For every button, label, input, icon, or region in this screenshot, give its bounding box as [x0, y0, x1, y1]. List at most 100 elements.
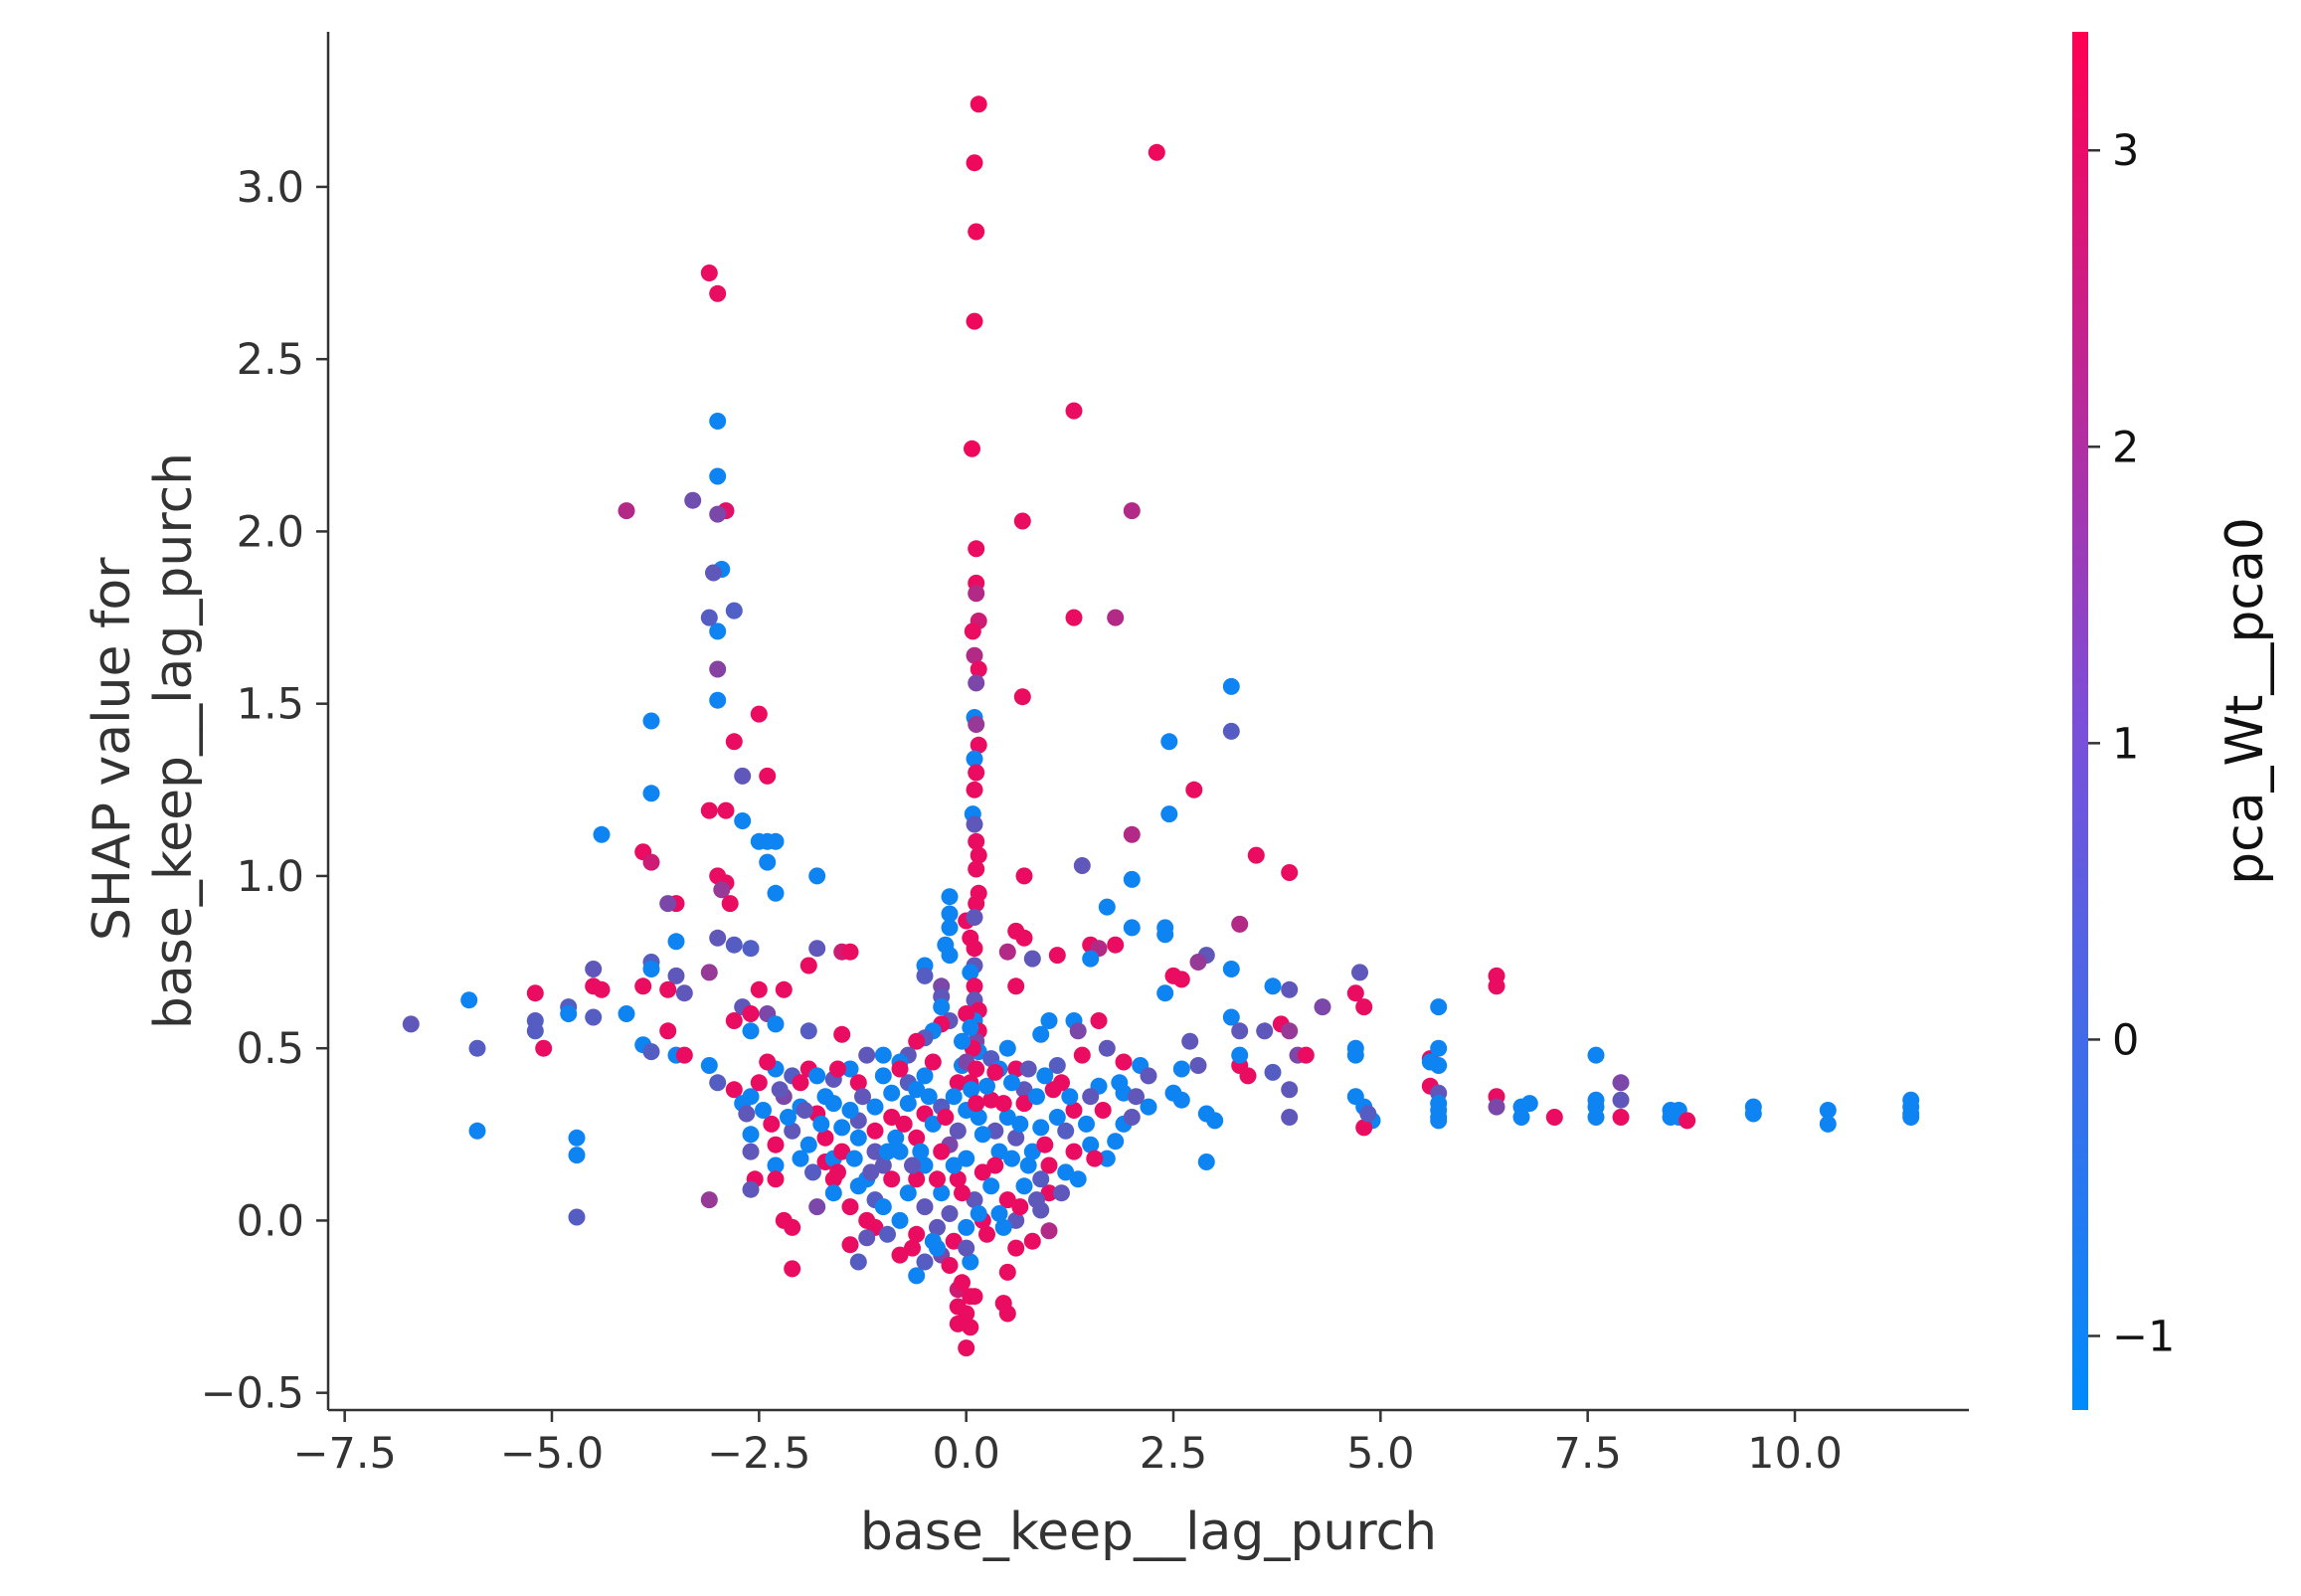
scatter-point	[887, 1129, 905, 1147]
scatter-point	[767, 1170, 785, 1188]
scatter-point	[1160, 805, 1178, 823]
scatter-point	[970, 660, 987, 678]
scatter-point	[808, 867, 826, 885]
scatter-point	[970, 736, 987, 754]
axes: −7.5 −5.0 −2.5 0.0 2.5 5.0 7.5 10.0 −0.5 0.0 0.5 1…	[201, 32, 1969, 1479]
scatter-point	[854, 1088, 871, 1106]
scatter-point	[1123, 502, 1141, 520]
scatter-point	[858, 1211, 876, 1229]
scatter-point	[966, 1191, 983, 1209]
scatter-point	[775, 980, 793, 998]
colorbar: −1 0 1 2 3 pca_Wt__pca0	[2072, 32, 2275, 1410]
scatter-point	[1015, 1177, 1033, 1195]
scatter-point	[1032, 1170, 1050, 1188]
scatter-point	[659, 980, 677, 998]
scatter-point	[833, 1143, 851, 1160]
scatter-point	[1065, 609, 1083, 626]
colorbar-title: pca_Wt__pca0	[2215, 517, 2275, 885]
scatter-point	[1222, 677, 1240, 695]
scatter-point	[709, 691, 727, 709]
scatter-point	[1679, 1112, 1696, 1130]
y-axis-title-line-1: SHAP value for	[83, 557, 142, 941]
scatter-point	[700, 265, 718, 281]
scatter-point	[962, 1319, 979, 1336]
scatter-point	[978, 1077, 995, 1095]
scatter-point	[1355, 998, 1373, 1016]
scatter-point	[1007, 1239, 1025, 1257]
scatter-point	[849, 1129, 867, 1147]
scatter-point	[929, 1218, 946, 1236]
scatter-point	[742, 1005, 760, 1022]
scatter-point	[700, 609, 718, 626]
scatter-point	[771, 1081, 789, 1099]
scatter-point	[808, 1067, 826, 1085]
scatter-point	[1078, 1115, 1095, 1133]
scatter-point	[849, 1074, 867, 1092]
scatter-point	[780, 1109, 796, 1126]
scatter-point	[1297, 1046, 1315, 1064]
scatter-point	[816, 1129, 834, 1147]
scatter-point	[908, 1129, 926, 1147]
scatter-point	[1036, 1136, 1054, 1153]
scatter-point	[968, 860, 985, 878]
scatter-point	[585, 1008, 603, 1026]
scatter-point	[1028, 1191, 1045, 1209]
scatter-point	[1019, 1156, 1037, 1174]
colorbar-tick-label: 3	[2112, 126, 2139, 176]
scatter-point	[949, 1122, 967, 1140]
scatter-point	[750, 1074, 768, 1092]
scatter-point	[1107, 936, 1125, 954]
scatter-point	[908, 1170, 926, 1188]
scatter-point	[1036, 1067, 1054, 1085]
scatter-point	[1048, 1109, 1066, 1126]
scatter-point	[535, 1039, 553, 1057]
scatter-point	[1128, 1088, 1145, 1106]
scatter-point	[526, 984, 544, 1002]
scatter-point	[667, 933, 685, 951]
scatter-point	[784, 1218, 801, 1236]
scatter-point	[968, 832, 985, 850]
scatter-point	[1098, 898, 1116, 916]
scatter-point	[1612, 1109, 1630, 1126]
scatter-point	[964, 622, 981, 640]
scatter-point	[709, 929, 727, 947]
scatter-point	[904, 1156, 921, 1174]
scatter-point	[717, 801, 735, 819]
scatter-point	[945, 1156, 963, 1174]
scatter-point	[1003, 1074, 1020, 1092]
scatter-point	[924, 1053, 942, 1071]
scatter-point	[968, 585, 985, 603]
scatter-point	[933, 1184, 951, 1202]
scatter-point	[767, 1156, 785, 1174]
scatter-point	[994, 1095, 1012, 1113]
scatter-point	[941, 1257, 959, 1274]
scatter-point	[808, 1198, 826, 1216]
scatter-point	[841, 1236, 859, 1254]
scatter-point	[978, 1225, 995, 1243]
scatter-point	[759, 853, 777, 871]
scatter-point	[1222, 1008, 1240, 1026]
scatter-point	[874, 1198, 892, 1216]
scatter-point	[908, 1032, 926, 1050]
scatter-point	[1007, 1060, 1025, 1078]
scatter-point	[1090, 1012, 1108, 1029]
scatter-point	[642, 1043, 660, 1061]
scatter-point	[899, 1095, 917, 1113]
scatter-point	[725, 733, 743, 751]
scatter-point	[1057, 1122, 1075, 1140]
scatter-point	[1222, 961, 1240, 977]
scatter-point	[593, 980, 611, 998]
y-tick-label: 3.0	[237, 163, 304, 213]
colorbar-tick-label: 2	[2112, 423, 2139, 472]
scatter-point	[468, 1122, 486, 1140]
scatter-point	[929, 1170, 946, 1188]
scatter-point	[1346, 984, 1364, 1002]
scatter-point	[982, 1177, 1000, 1195]
scatter-point	[1264, 977, 1282, 995]
scatter-point	[964, 440, 980, 457]
scatter-point	[1430, 1112, 1448, 1130]
scatter-point	[568, 1129, 586, 1147]
scatter-point	[968, 764, 985, 782]
scatter-point	[816, 1088, 834, 1106]
